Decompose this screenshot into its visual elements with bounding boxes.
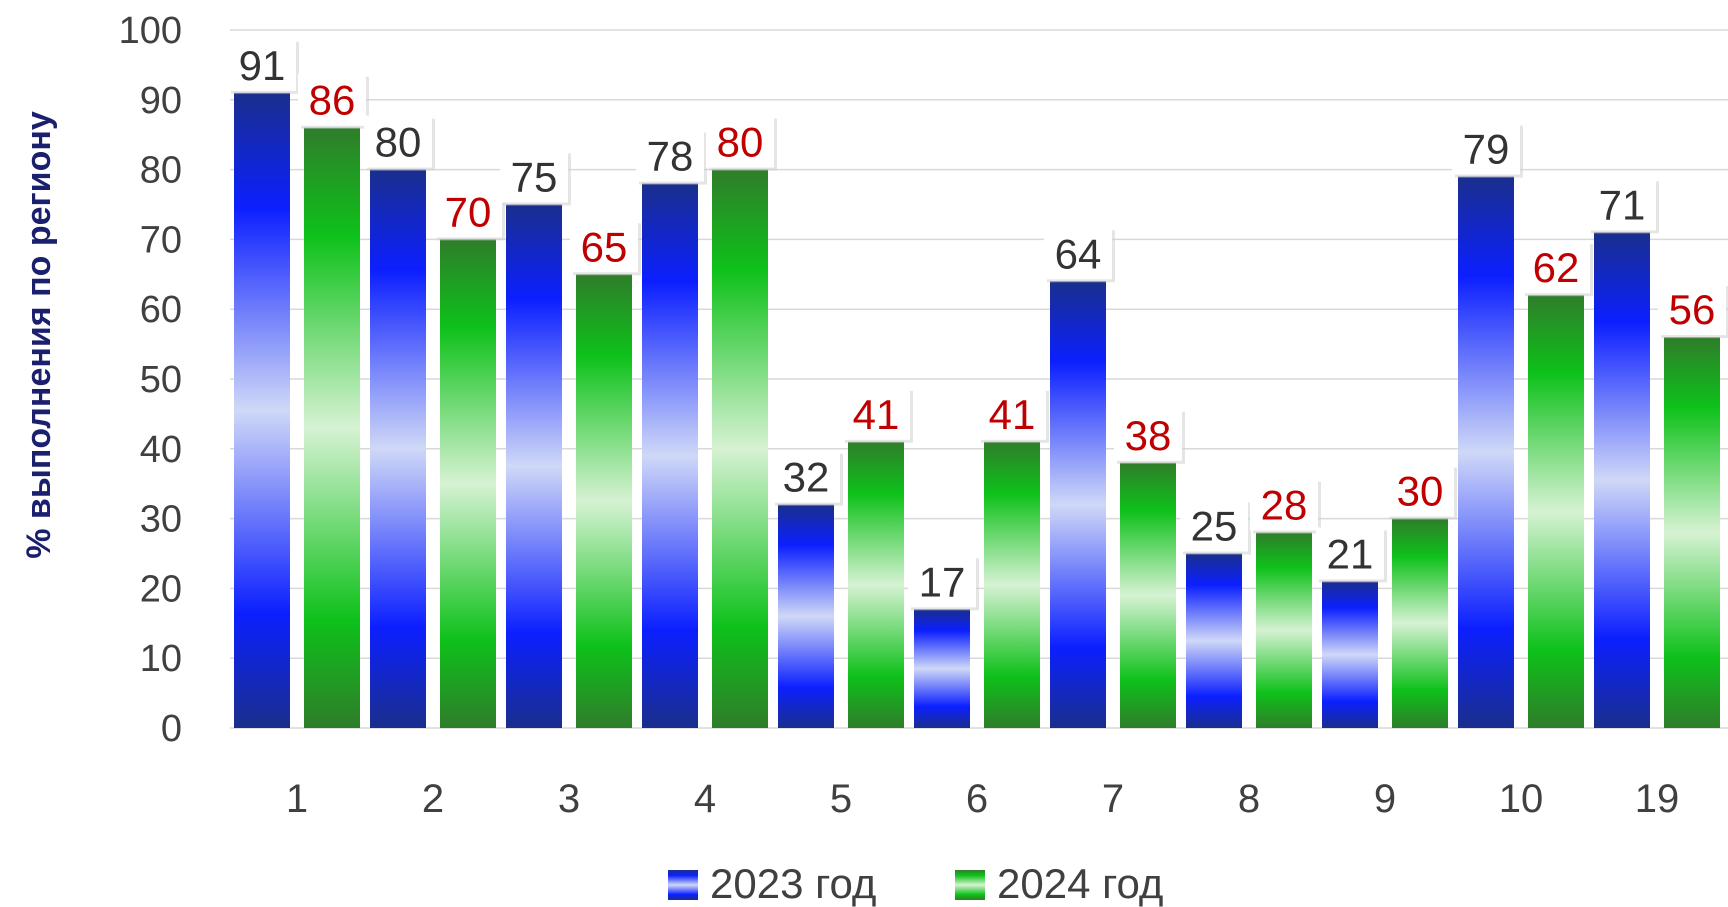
bar-series2-7 <box>1120 462 1176 728</box>
data-label-box <box>842 387 910 440</box>
data-label: 21 <box>1327 530 1374 577</box>
data-label: 41 <box>853 391 900 438</box>
bar-series1-6 <box>914 609 970 728</box>
y-tick-label: 60 <box>140 289 182 331</box>
y-tick-label: 50 <box>140 359 182 401</box>
y-tick-label: 40 <box>140 429 182 471</box>
bar-series2-6 <box>984 441 1040 728</box>
legend-swatch <box>955 870 985 900</box>
data-label: 38 <box>1125 412 1172 459</box>
bar-series2-19 <box>1664 337 1720 728</box>
data-label: 80 <box>717 119 764 166</box>
data-label: 17 <box>919 558 966 605</box>
data-label: 86 <box>309 77 356 124</box>
data-label: 56 <box>1669 286 1716 333</box>
data-label-box <box>978 387 1046 440</box>
data-label-box <box>364 115 432 168</box>
bar-series1-5 <box>778 504 834 728</box>
data-label-box <box>298 73 366 126</box>
data-label: 70 <box>445 188 492 235</box>
data-label-box <box>706 115 774 168</box>
x-tick-label: 9 <box>1374 777 1396 821</box>
bar-series2-9 <box>1392 518 1448 728</box>
data-label: 79 <box>1463 126 1510 173</box>
bar-series1-3 <box>506 204 562 728</box>
legend-swatch <box>668 870 698 900</box>
data-label: 71 <box>1599 181 1646 228</box>
data-label: 78 <box>647 133 694 180</box>
y-tick-label: 80 <box>140 150 182 192</box>
y-tick-label: 30 <box>140 499 182 541</box>
bar-series1-9 <box>1322 581 1378 728</box>
y-axis-ticks: 0 10 20 30 40 50 60 70 80 90 100 <box>119 10 182 750</box>
data-label: 75 <box>511 154 558 201</box>
y-tick-label: 20 <box>140 568 182 610</box>
data-label-box <box>1386 464 1454 517</box>
data-labels: 91 86 80 70 75 65 78 80 32 41 17 41 64 38 25 28 21 30 79 62… <box>228 38 1728 611</box>
data-label-box <box>1522 241 1590 294</box>
x-tick-label: 7 <box>1102 777 1124 821</box>
data-label: 91 <box>239 42 286 89</box>
legend: 2023 год 2024 год <box>668 860 1163 907</box>
x-tick-label: 8 <box>1238 777 1260 821</box>
data-label-box <box>570 220 638 273</box>
y-tick-label: 100 <box>119 10 182 52</box>
legend-label: 2024 год <box>997 860 1163 907</box>
bar-series2-1 <box>304 127 360 729</box>
data-label: 65 <box>581 223 628 270</box>
bar-series2-5 <box>848 441 904 728</box>
bar-series2-4 <box>712 169 768 729</box>
bars <box>234 92 1720 729</box>
x-tick-label: 6 <box>966 777 988 821</box>
x-tick-label: 4 <box>694 777 716 821</box>
data-label-box <box>1316 527 1384 580</box>
data-label-box <box>500 150 568 203</box>
data-label-box <box>636 129 704 182</box>
x-axis-ticks: 1 2 3 4 5 6 7 8 9 10 19 <box>286 777 1679 821</box>
x-tick-label: 2 <box>422 777 444 821</box>
data-label-box <box>1452 122 1520 175</box>
bar-series1-1 <box>234 92 290 728</box>
x-tick-label: 3 <box>558 777 580 821</box>
x-tick-label: 19 <box>1635 777 1680 821</box>
data-label: 62 <box>1533 244 1580 291</box>
bar-series2-2 <box>440 239 496 728</box>
data-label-box <box>772 450 840 503</box>
data-label: 64 <box>1055 230 1102 277</box>
bar-series1-4 <box>642 183 698 728</box>
bar-series1-8 <box>1186 553 1242 728</box>
y-tick-label: 0 <box>161 708 182 750</box>
data-label: 30 <box>1397 468 1444 515</box>
x-tick-label: 5 <box>830 777 852 821</box>
data-label: 28 <box>1261 482 1308 529</box>
data-label-box <box>228 38 296 91</box>
data-label-box <box>908 555 976 608</box>
bar-series2-3 <box>576 274 632 728</box>
bar-series1-2 <box>370 169 426 729</box>
data-label-box <box>1114 408 1182 461</box>
x-tick-label: 1 <box>286 777 308 821</box>
data-label-box <box>1588 178 1656 231</box>
x-tick-label: 10 <box>1499 777 1544 821</box>
bar-series1-10 <box>1458 176 1514 728</box>
y-tick-label: 10 <box>140 638 182 680</box>
legend-label: 2023 год <box>710 860 876 907</box>
y-tick-label: 70 <box>140 219 182 261</box>
bar-series2-10 <box>1528 295 1584 728</box>
data-label-box <box>1180 499 1248 552</box>
data-label: 32 <box>783 454 830 501</box>
data-label-box <box>1250 478 1318 531</box>
data-label-box <box>1658 283 1726 336</box>
data-label-box <box>1044 227 1112 280</box>
data-label: 80 <box>375 119 422 166</box>
bar-series1-7 <box>1050 281 1106 728</box>
y-axis-title: % выполнения по региону <box>20 111 58 559</box>
data-label-box <box>434 185 502 238</box>
data-label: 25 <box>1191 503 1238 550</box>
bar-series1-19 <box>1594 232 1650 729</box>
data-label: 41 <box>989 391 1036 438</box>
y-tick-label: 90 <box>140 80 182 122</box>
bar-series2-8 <box>1256 532 1312 728</box>
